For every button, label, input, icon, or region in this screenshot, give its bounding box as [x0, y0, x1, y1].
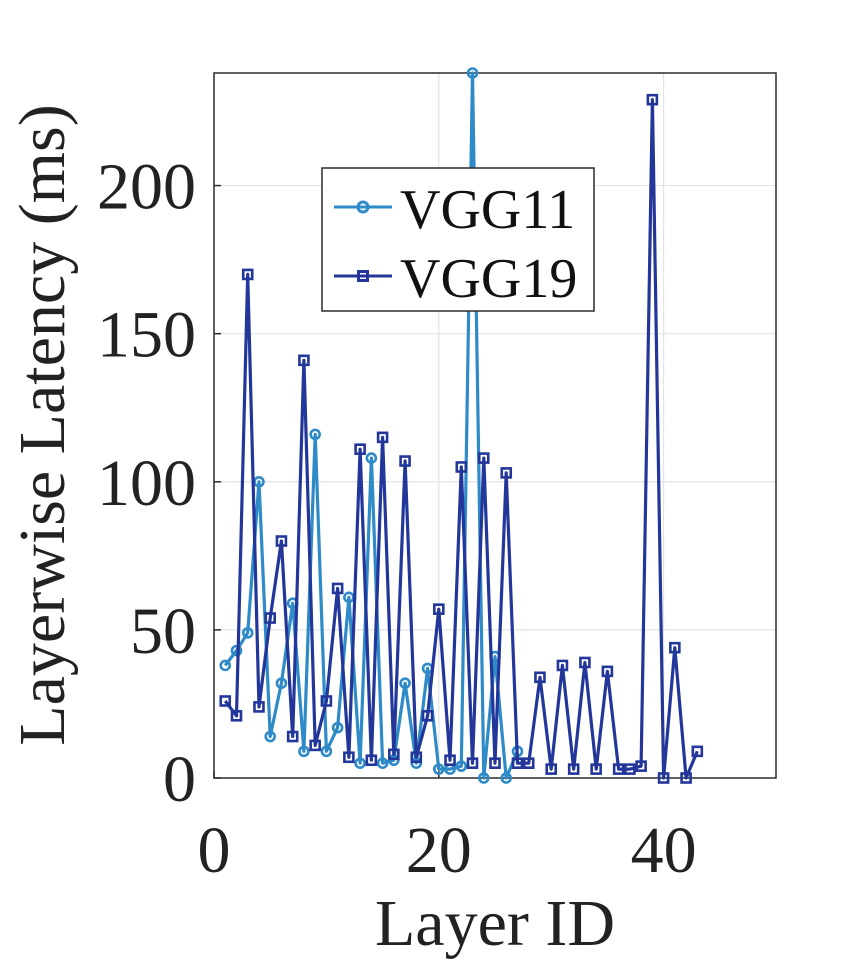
legend-marker-0	[356, 200, 370, 214]
data-point	[309, 739, 321, 752]
data-point	[522, 757, 535, 769]
data-point	[489, 757, 501, 769]
data-point	[275, 535, 288, 547]
data-point	[365, 452, 378, 464]
data-point	[635, 760, 647, 772]
legend-marker-1	[357, 270, 369, 282]
data-point	[421, 709, 434, 722]
x-tick-label: 40	[631, 814, 697, 887]
data-point	[354, 757, 366, 769]
data-point	[298, 745, 310, 758]
data-point	[500, 772, 513, 784]
data-point	[264, 730, 277, 743]
data-point	[320, 695, 333, 707]
legend-label-0: VGG11	[400, 179, 575, 241]
legend-item-vggl1: VGG11	[334, 179, 575, 241]
data-point	[376, 431, 389, 444]
data-point	[275, 677, 288, 690]
data-point	[320, 745, 333, 758]
plot-area	[213, 72, 777, 779]
data-point	[669, 641, 681, 654]
data-point	[241, 627, 254, 639]
data-point	[410, 751, 423, 764]
data-point	[219, 659, 232, 672]
data-point	[612, 763, 625, 775]
y-tick-label: 150	[97, 299, 196, 372]
data-point	[466, 757, 479, 769]
y-tick-label: 50	[130, 595, 196, 668]
data-point	[230, 709, 243, 722]
data-point	[567, 763, 580, 775]
x-tick-label: 0	[198, 814, 231, 887]
data-point	[590, 763, 602, 775]
data-point	[432, 763, 445, 775]
data-point	[680, 772, 692, 784]
data-point	[388, 748, 400, 761]
data-point	[556, 659, 569, 672]
data-point	[691, 745, 704, 758]
data-point	[331, 721, 344, 734]
legend-item-vgg19: VGG19	[334, 248, 577, 310]
data-point	[477, 772, 490, 784]
y-tick-label: 200	[97, 151, 196, 224]
data-point	[624, 763, 636, 775]
data-point	[432, 603, 445, 615]
data-point	[500, 467, 513, 479]
data-point	[545, 763, 558, 775]
data-point	[286, 730, 299, 743]
data-point	[376, 757, 389, 769]
data-point	[298, 354, 310, 367]
data-point	[343, 751, 355, 764]
data-point	[455, 760, 468, 772]
legend: VGG11 VGG19	[321, 167, 595, 312]
data-point	[601, 665, 614, 678]
data-point	[646, 93, 659, 106]
y-tick-label: 0	[163, 743, 196, 816]
data-point	[309, 428, 321, 441]
y-axis-title: Layerwise Latency (ms)	[6, 104, 79, 745]
data-point	[399, 677, 411, 690]
series-vgg19	[219, 93, 704, 784]
data-point	[534, 671, 546, 684]
x-tick-label: 20	[406, 814, 472, 887]
data-point	[455, 461, 468, 473]
data-point	[511, 757, 524, 769]
data-point	[466, 67, 479, 79]
data-point	[241, 268, 254, 281]
legend-box	[321, 167, 595, 312]
data-point	[657, 772, 670, 784]
data-point	[264, 612, 277, 624]
y-tick-label: 100	[97, 447, 196, 520]
series-line-vgg19	[223, 98, 699, 780]
data-point	[354, 443, 366, 455]
axis-ticks: 0 20 40 0 50 100 150 200	[97, 151, 697, 887]
data-point	[444, 754, 456, 767]
data-point	[477, 452, 490, 464]
x-axis-title: Layer ID	[375, 887, 615, 960]
data-point	[579, 656, 591, 669]
data-point	[399, 455, 411, 467]
legend-label-1: VGG19	[400, 248, 577, 310]
data-point	[365, 754, 378, 767]
data-point	[253, 701, 265, 713]
data-point	[219, 695, 232, 707]
data-point	[331, 582, 344, 595]
